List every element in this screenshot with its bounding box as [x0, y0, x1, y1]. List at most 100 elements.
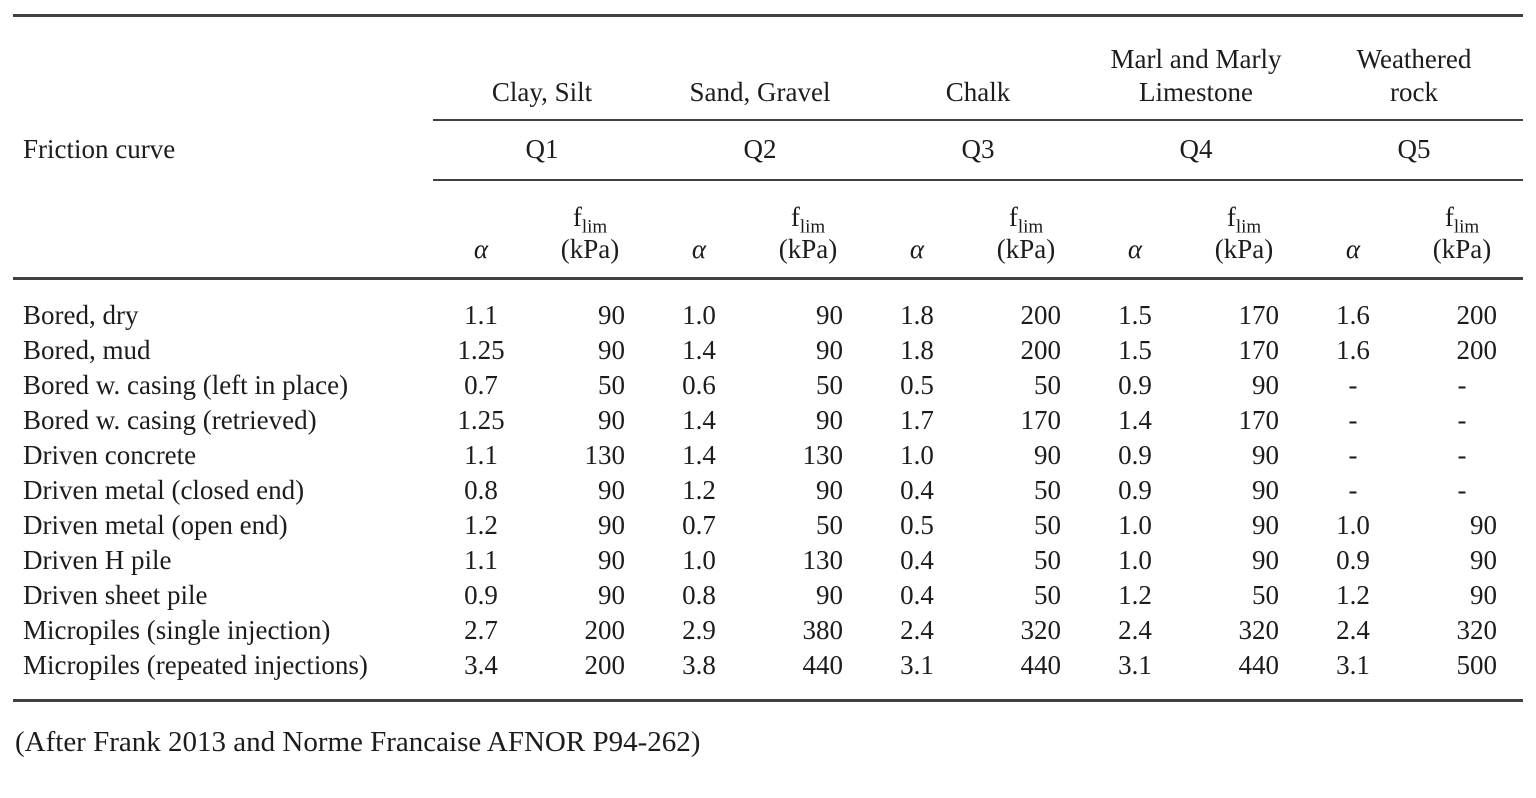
corner-blank-cell — [13, 16, 433, 121]
flim-header: flim (kPa) — [1183, 180, 1306, 280]
pile-type-cell: Bored, dry — [23, 300, 139, 330]
table-row: Bored w. casing (retrieved) 1.25 90 1.4 90 1.… — [13, 403, 1523, 438]
alpha-value-cell: 0.9 — [1118, 440, 1152, 470]
flim-value-cell: 440 — [1020, 650, 1062, 680]
flim-value-cell: 90 — [816, 335, 844, 365]
soil-header-sand-gravel: Sand, Gravel — [651, 15, 870, 121]
pile-type-cell: Micropiles (repeated injections) — [23, 650, 368, 680]
alpha-value-cell: 0.8 — [682, 580, 716, 610]
alpha-value-cell: 0.9 — [1118, 370, 1152, 400]
flim-value-cell: 90 — [1252, 475, 1280, 505]
flim-value-cell: 90 — [598, 405, 626, 435]
alpha-value-cell: 1.1 — [464, 440, 498, 470]
flim-value-cell: 90 — [598, 300, 626, 330]
soil-header-label: Chalk — [945, 77, 1011, 107]
flim-value-cell: 90 — [1252, 370, 1280, 400]
alpha-value-cell: 3.1 — [1118, 650, 1152, 680]
soil-header-label: Marl and Marly Limestone — [1110, 44, 1282, 107]
alpha-value-cell: 1.0 — [682, 300, 716, 330]
flim-value-cell: 200 — [1456, 335, 1498, 365]
flim-value-cell: 200 — [584, 650, 626, 680]
alpha-value-cell: 1.0 — [900, 440, 934, 470]
alpha-header: α — [869, 180, 966, 280]
flim-value-cell: 440 — [802, 650, 844, 680]
alpha-value-cell: 0.6 — [682, 370, 716, 400]
curve-q3: Q3 — [869, 120, 1088, 181]
table-body: Bored, dry 1.1 90 1.0 90 1.8 200 1.5 170 1.6 200 Bo… — [13, 279, 1523, 701]
flim-value-cell: 50 — [1034, 370, 1062, 400]
alpha-value-cell: 1.4 — [682, 405, 716, 435]
alpha-value-cell: 1.8 — [900, 300, 934, 330]
pile-type-cell: Micropiles (single injection) — [23, 615, 331, 645]
flim-value-cell: 50 — [816, 510, 844, 540]
flim-value-cell: 50 — [1034, 475, 1062, 505]
flim-value-cell: 50 — [1034, 510, 1062, 540]
flim-unit: (kPa) — [778, 234, 838, 264]
soil-header-label: Weathered rock — [1356, 44, 1472, 107]
alpha-value-cell: 1.1 — [464, 300, 498, 330]
flim-value-cell: 90 — [598, 475, 626, 505]
flim-value-cell: 90 — [598, 335, 626, 365]
alpha-value-cell: 1.6 — [1336, 300, 1370, 330]
flim-value-cell: 90 — [1470, 545, 1498, 575]
flim-value-cell: 50 — [1034, 545, 1062, 575]
alpha-header: α — [651, 180, 748, 280]
flim-value-cell: 170 — [1020, 405, 1062, 435]
table-row: Bored, mud 1.25 90 1.4 90 1.8 200 1.5 170 1.6 200 — [13, 333, 1523, 368]
flim-value-cell: 500 — [1456, 650, 1498, 680]
flim-value-cell: 90 — [598, 545, 626, 575]
soil-header-chalk: Chalk — [869, 15, 1088, 121]
flim-header: flim (kPa) — [965, 180, 1088, 280]
flim-value-cell: 90 — [598, 510, 626, 540]
flim-symbol: f — [572, 202, 582, 232]
flim-subscript: lim — [799, 216, 826, 238]
curve-q5: Q5 — [1305, 120, 1524, 181]
alpha-value-cell: 1.2 — [1336, 580, 1370, 610]
flim-value-cell: 90 — [1034, 440, 1062, 470]
flim-value-cell: 50 — [816, 370, 844, 400]
flim-header: flim (kPa) — [1401, 180, 1524, 280]
flim-value-cell: 90 — [598, 580, 626, 610]
soil-header-marl-limestone: Marl and Marly Limestone — [1087, 15, 1306, 121]
curve-q2: Q2 — [651, 120, 870, 181]
alpha-symbol: α — [691, 234, 707, 264]
flim-symbol: f — [1444, 202, 1454, 232]
flim-value-cell: - — [1457, 440, 1467, 470]
alpha-value-cell: 0.5 — [900, 510, 934, 540]
pile-type-cell: Bored, mud — [23, 335, 151, 365]
alpha-symbol: α — [473, 234, 489, 264]
flim-value-cell: 200 — [1020, 300, 1062, 330]
flim-value-cell: - — [1457, 370, 1467, 400]
alpha-value-cell: 1.8 — [900, 335, 934, 365]
alpha-value-cell: 0.8 — [464, 475, 498, 505]
alpha-value-cell: 0.4 — [900, 475, 934, 505]
alpha-value-cell: 2.7 — [464, 615, 498, 645]
alpha-symbol: α — [1127, 234, 1143, 264]
flim-value-cell: 130 — [802, 545, 844, 575]
alpha-value-cell: 0.4 — [900, 545, 934, 575]
flim-value-cell: 380 — [802, 615, 844, 645]
alpha-value-cell: 1.5 — [1118, 335, 1152, 365]
flim-unit: (kPa) — [560, 234, 620, 264]
soil-header-row: Clay, Silt Sand, Gravel Chalk Marl and M… — [13, 15, 1524, 121]
flim-value-cell: 200 — [1020, 335, 1062, 365]
alpha-value-cell: 1.2 — [1118, 580, 1152, 610]
alpha-symbol: α — [1345, 234, 1361, 264]
alpha-value-cell: 0.9 — [464, 580, 498, 610]
subheader-blank-cell — [13, 180, 433, 280]
alpha-value-cell: 0.7 — [464, 370, 498, 400]
flim-header: flim (kPa) — [529, 180, 652, 280]
table-row: Driven metal (open end) 1.2 90 0.7 50 0.5 50 1.… — [13, 508, 1523, 543]
flim-unit: (kPa) — [996, 234, 1056, 264]
table-row: Driven sheet pile 0.9 90 0.8 90 0.4 50 1.2 50 1.2… — [13, 578, 1523, 613]
flim-value-cell: 90 — [1252, 440, 1280, 470]
friction-curve-row: Friction curve Q1 Q2 Q3 Q4 Q5 — [13, 120, 1524, 181]
alpha-value-cell: 1.25 — [457, 405, 505, 435]
flim-value-cell: 170 — [1238, 300, 1280, 330]
flim-value-cell: - — [1457, 475, 1467, 505]
flim-value-cell: 90 — [1252, 510, 1280, 540]
alpha-value-cell: 1.4 — [682, 440, 716, 470]
flim-subscript: lim — [1235, 216, 1262, 238]
flim-value-cell: 90 — [1470, 510, 1498, 540]
flim-value-cell: 320 — [1456, 615, 1498, 645]
